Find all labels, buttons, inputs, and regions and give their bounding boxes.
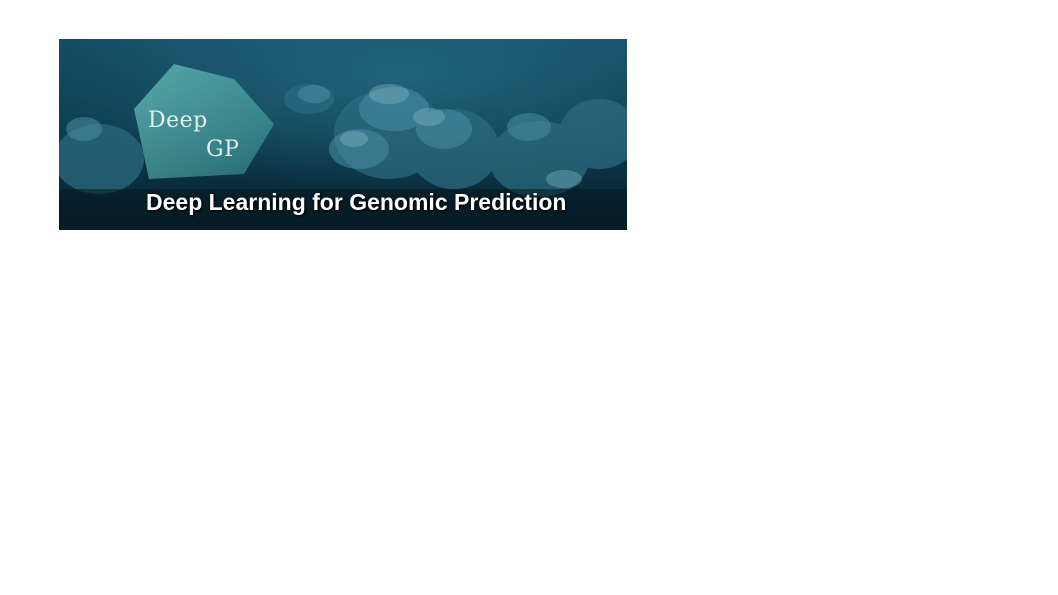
logo-text-gp: GP: [206, 137, 240, 162]
header-banner-image: Deep GP Deep Learning for Genomic Predic…: [59, 39, 627, 230]
underwater-reef-background: [59, 39, 627, 230]
logo-polygon-shape: [134, 64, 274, 179]
banner-title: Deep Learning for Genomic Prediction: [146, 189, 567, 215]
logo-text-deep: Deep: [148, 108, 208, 133]
